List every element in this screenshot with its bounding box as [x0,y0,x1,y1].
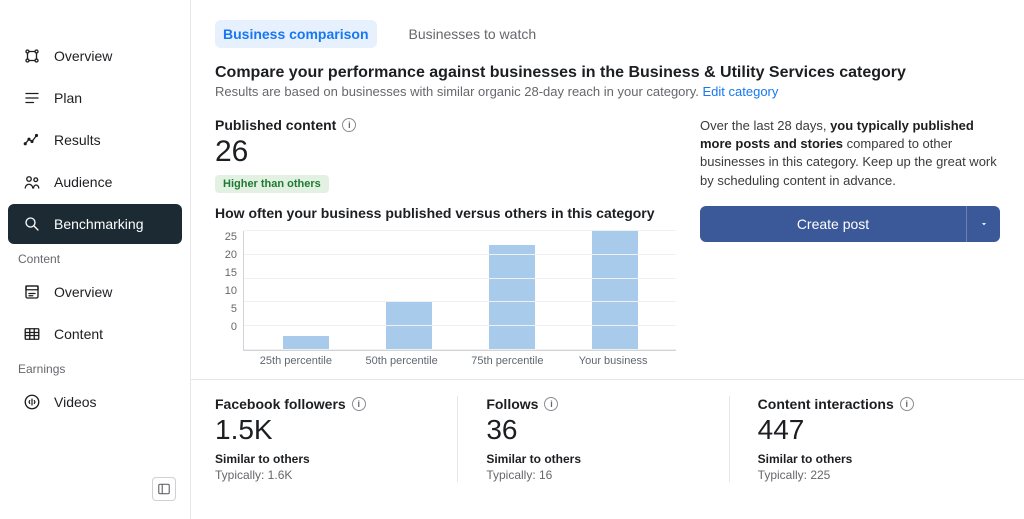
y-tick: 10 [215,285,237,297]
tabs: Business comparison Businesses to watch [191,0,1024,56]
sidebar-item-overview[interactable]: Overview [8,36,182,76]
main-panel: Business comparison Businesses to watch C… [190,0,1024,519]
tab-businesses-to-watch[interactable]: Businesses to watch [401,20,545,48]
info-icon[interactable]: i [544,397,558,411]
insight-panel: Over the last 28 days, you typically pub… [700,117,1000,367]
x-tick: 25th percentile [251,355,341,367]
sidebar-item-videos[interactable]: Videos [8,382,182,422]
sidebar-item-benchmarking[interactable]: Benchmarking [8,204,182,244]
sidebar-item-label: Content [54,326,103,342]
videos-icon [22,392,42,412]
chart-title: How often your business published versus… [215,205,676,221]
sidebar-item-label: Videos [54,394,97,410]
stat-value: 1.5K [215,414,437,446]
tab-business-comparison[interactable]: Business comparison [215,20,377,48]
chart-bar [592,231,638,350]
chart-bar [386,302,432,350]
section-heading: Compare your performance against busines… [191,56,1024,101]
stat-value: 447 [758,414,980,446]
y-tick: 20 [215,249,237,261]
insight-text: Over the last 28 days, you typically pub… [700,117,1000,190]
sidebar-item-content[interactable]: Content [8,314,182,354]
info-icon[interactable]: i [342,118,356,132]
sidebar-group-label: Earnings [0,356,190,380]
sidebar-group-label: Content [0,246,190,270]
stat-value: 36 [486,414,708,446]
create-post-caret[interactable] [966,206,1000,242]
stat-card: Content interactions i 447 Similar to othe… [730,396,1000,482]
x-tick: Your business [568,355,658,367]
published-content-label: Published content [215,117,336,133]
stat-note: Similar to others [758,452,980,466]
sidebar-item-overview[interactable]: Overview [8,272,182,312]
bar-chart: 25 20 15 10 5 0 [215,231,676,351]
sidebar-item-plan[interactable]: Plan [8,78,182,118]
insight-prefix: Over the last 28 days, [700,118,830,133]
stat-typically: Typically: 225 [758,468,980,482]
plan-icon [22,88,42,108]
y-tick: 15 [215,267,237,279]
sidebar-item-label: Overview [54,284,112,300]
chart-bar [283,336,329,350]
stat-typically: Typically: 1.6K [215,468,437,482]
chart-bar [489,245,535,350]
stats-row: Facebook followers i 1.5K Similar to other… [191,380,1024,482]
sidebar-item-label: Plan [54,90,82,106]
stat-typically: Typically: 16 [486,468,708,482]
x-tick: 75th percentile [462,355,552,367]
sidebar-item-label: Overview [54,48,112,64]
stat-note: Similar to others [486,452,708,466]
stat-label: Facebook followers [215,396,346,412]
y-tick: 5 [215,303,237,315]
sidebar-collapse-toggle[interactable] [152,477,176,501]
benchmarking-icon [22,214,42,234]
info-icon[interactable]: i [352,397,366,411]
results-icon [22,130,42,150]
stat-card: Facebook followers i 1.5K Similar to other… [215,396,458,482]
content-grid-icon [22,324,42,344]
audience-icon [22,172,42,192]
create-post-button[interactable]: Create post [700,206,966,242]
overview-icon [22,46,42,66]
edit-category-link[interactable]: Edit category [703,84,779,99]
published-content-value: 26 [215,135,676,168]
stat-label: Follows [486,396,538,412]
sidebar-item-label: Benchmarking [54,216,144,232]
stat-label: Content interactions [758,396,894,412]
content-overview-icon [22,282,42,302]
sidebar-item-label: Results [54,132,101,148]
published-content-block: Published content i 26 Higher than other… [215,117,676,367]
sidebar-item-label: Audience [54,174,112,190]
stat-card: Follows i 36 Similar to others Typically: 1… [458,396,729,482]
section-subtitle: Results are based on businesses with sim… [215,84,703,99]
info-icon[interactable]: i [900,397,914,411]
sidebar-item-audience[interactable]: Audience [8,162,182,202]
y-tick: 0 [215,321,237,333]
section-title: Compare your performance against busines… [215,64,1000,82]
stat-note: Similar to others [215,452,437,466]
sidebar: OverviewPlanResultsAudienceBenchmarking … [0,0,190,519]
comparison-badge: Higher than others [215,175,329,193]
y-tick: 25 [215,231,237,243]
x-tick: 50th percentile [357,355,447,367]
sidebar-item-results[interactable]: Results [8,120,182,160]
